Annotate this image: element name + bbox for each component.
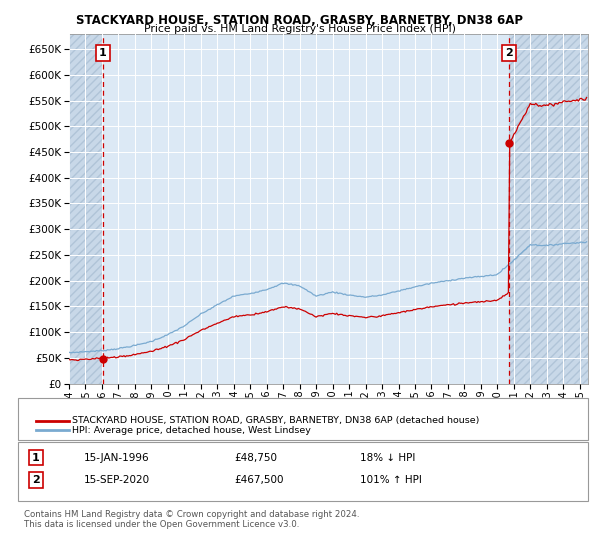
Text: STACKYARD HOUSE, STATION ROAD, GRASBY, BARNETBY, DN38 6AP (detached house): STACKYARD HOUSE, STATION ROAD, GRASBY, B… bbox=[72, 416, 479, 425]
Bar bbox=[509, 34, 588, 384]
Text: 2: 2 bbox=[505, 48, 513, 58]
Text: HPI: Average price, detached house, West Lindsey: HPI: Average price, detached house, West… bbox=[72, 426, 311, 435]
Text: 15-JAN-1996: 15-JAN-1996 bbox=[84, 452, 149, 463]
Text: STACKYARD HOUSE, STATION ROAD, GRASBY, BARNETBY, DN38 6AP: STACKYARD HOUSE, STATION ROAD, GRASBY, B… bbox=[77, 14, 523, 27]
Text: 1: 1 bbox=[32, 452, 40, 463]
Text: 18% ↓ HPI: 18% ↓ HPI bbox=[360, 452, 415, 463]
Text: 1: 1 bbox=[99, 48, 106, 58]
Text: Contains HM Land Registry data © Crown copyright and database right 2024.
This d: Contains HM Land Registry data © Crown c… bbox=[24, 510, 359, 529]
Bar bbox=[69, 34, 103, 384]
Text: 101% ↑ HPI: 101% ↑ HPI bbox=[360, 475, 422, 485]
Text: 15-SEP-2020: 15-SEP-2020 bbox=[84, 475, 150, 485]
Text: £467,500: £467,500 bbox=[234, 475, 284, 485]
Text: Price paid vs. HM Land Registry's House Price Index (HPI): Price paid vs. HM Land Registry's House … bbox=[144, 24, 456, 34]
Text: £48,750: £48,750 bbox=[234, 452, 277, 463]
Text: 2: 2 bbox=[32, 475, 40, 485]
